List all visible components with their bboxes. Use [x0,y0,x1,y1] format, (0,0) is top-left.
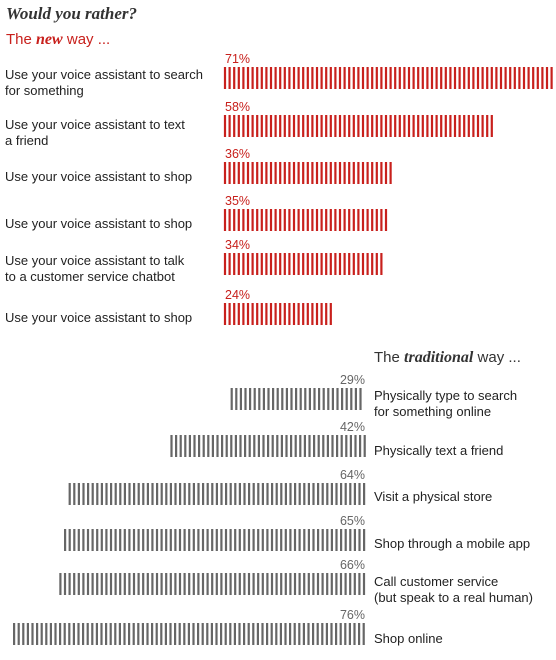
new-value-label: 34% [225,238,250,252]
trad-heading-emphasis: traditional [404,349,474,366]
chart-title: Would you rather? [6,4,137,23]
label-line: Use your voice assistant to shop [5,169,193,184]
label-line: Use your voice assistant to talk [5,253,185,268]
traditional-value-label: 76% [340,608,365,622]
new-bar [223,115,493,137]
traditional-bar [230,388,362,410]
label-line: to a customer service chatbot [5,269,175,284]
trad-heading-prefix: The [374,349,405,366]
new-heading-prefix: The [6,31,37,48]
label-line: Use your voice assistant to text [5,117,185,132]
label-line: Shop online [374,631,443,646]
new-value-label: 58% [225,100,250,114]
label-line: a friend [5,133,49,148]
new-value-label: 71% [225,52,250,66]
traditional-bar [13,623,365,645]
new-value-label: 35% [225,194,250,208]
new-bar [223,67,553,89]
new-value-label: 24% [225,288,250,302]
trad-heading-suffix: way ... [473,349,521,366]
new-row-label: Use your voice assistant to shop [5,169,192,185]
traditional-bar [68,483,366,505]
label-line: Use your voice assistant to shop [5,216,193,231]
label-line: Use your voice assistant to shop [5,310,193,325]
traditional-value-label: 65% [340,514,365,528]
new-row-label: Use your voice assistant to talk to a cu… [5,253,184,285]
traditional-value-label: 29% [340,373,365,387]
label-line: for something online [374,404,492,419]
trad-row-label: Visit a physical store [374,489,492,505]
new-row-label: Use your voice assistant to shop [5,310,192,326]
traditional-bar [63,529,366,551]
new-bar [223,253,383,275]
new-bar [223,303,332,325]
trad-row-label: Physically type to search for something … [374,388,517,420]
trad-row-label: Shop through a mobile app [374,536,530,552]
label-line: Shop through a mobile app [374,536,531,551]
label-line: Physically text a friend [374,443,504,458]
traditional-bar [59,573,366,595]
label-line: Use your voice assistant to search [5,67,203,82]
new-bar [223,209,388,231]
new-bar [223,162,392,184]
new-heading-emphasis: new [36,31,63,48]
new-value-label: 36% [225,147,250,161]
label-line: Call customer service [374,574,499,589]
new-way-heading: The new way ... [6,31,110,49]
traditional-value-label: 42% [340,420,365,434]
traditional-way-heading: The traditional way ... [374,349,521,367]
trad-row-label: Shop online [374,631,443,647]
traditional-value-label: 66% [340,558,365,572]
label-line: Physically type to search [374,388,518,403]
trad-row-label: Physically text a friend [374,443,503,459]
traditional-bar [170,435,366,457]
new-heading-suffix: way ... [62,31,111,48]
label-line: for something [5,83,84,98]
traditional-value-label: 64% [340,468,365,482]
label-line: Visit a physical store [374,489,493,504]
trad-row-label: Call customer service (but speak to a re… [374,574,533,606]
new-row-label: Use your voice assistant to text a frien… [5,117,185,149]
label-line: (but speak to a real human) [374,590,533,605]
new-row-label: Use your voice assistant to shop [5,216,192,232]
new-row-label: Use your voice assistant to search for s… [5,67,203,99]
